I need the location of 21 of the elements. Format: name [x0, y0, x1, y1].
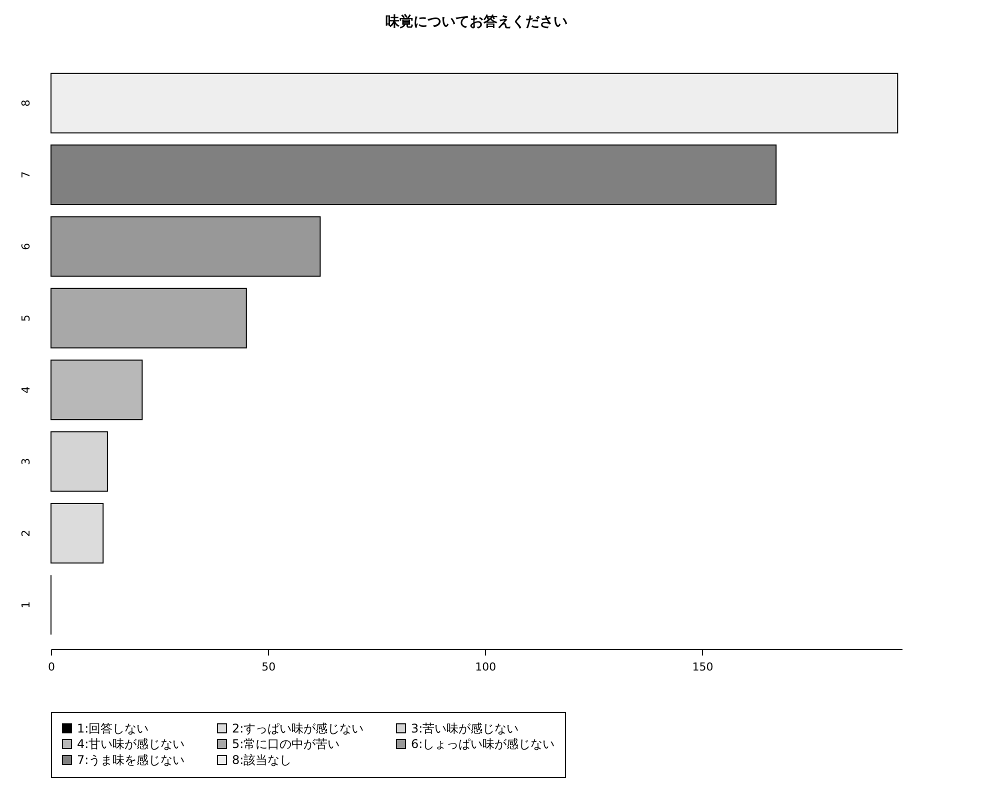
y-tick-label: 8 [20, 100, 32, 107]
y-tick-label: 4 [20, 386, 32, 394]
legend-label: 7:うま味を感じない [77, 753, 185, 767]
legend-label: 6:しょっぱい味が感じない [411, 737, 555, 751]
y-tick-label: 7 [20, 171, 32, 178]
y-tick-label: 5 [20, 314, 32, 322]
x-tick-label: 100 [475, 660, 496, 674]
legend-label: 2:すっぱい味が感じない [232, 721, 364, 736]
y-tick-label: 1 [20, 601, 32, 608]
y-tick-label: 6 [20, 242, 32, 250]
x-tick-label: 150 [692, 660, 714, 674]
legend-label: 8:該当なし [232, 753, 292, 767]
x-tick-label: 50 [262, 660, 276, 674]
legend-label: 1:回答しない [77, 721, 149, 736]
y-tick-label: 2 [20, 530, 32, 537]
y-tick-label: 3 [20, 458, 32, 466]
legend-label: 4:甘い味が感じない [77, 737, 185, 751]
chart-title: 味覚についてお答えください [386, 13, 568, 30]
legend-label: 3:苦い味が感じない [411, 721, 519, 736]
x-tick-label: 0 [48, 660, 55, 674]
legend-label: 5:常に口の中が苦い [232, 737, 340, 751]
